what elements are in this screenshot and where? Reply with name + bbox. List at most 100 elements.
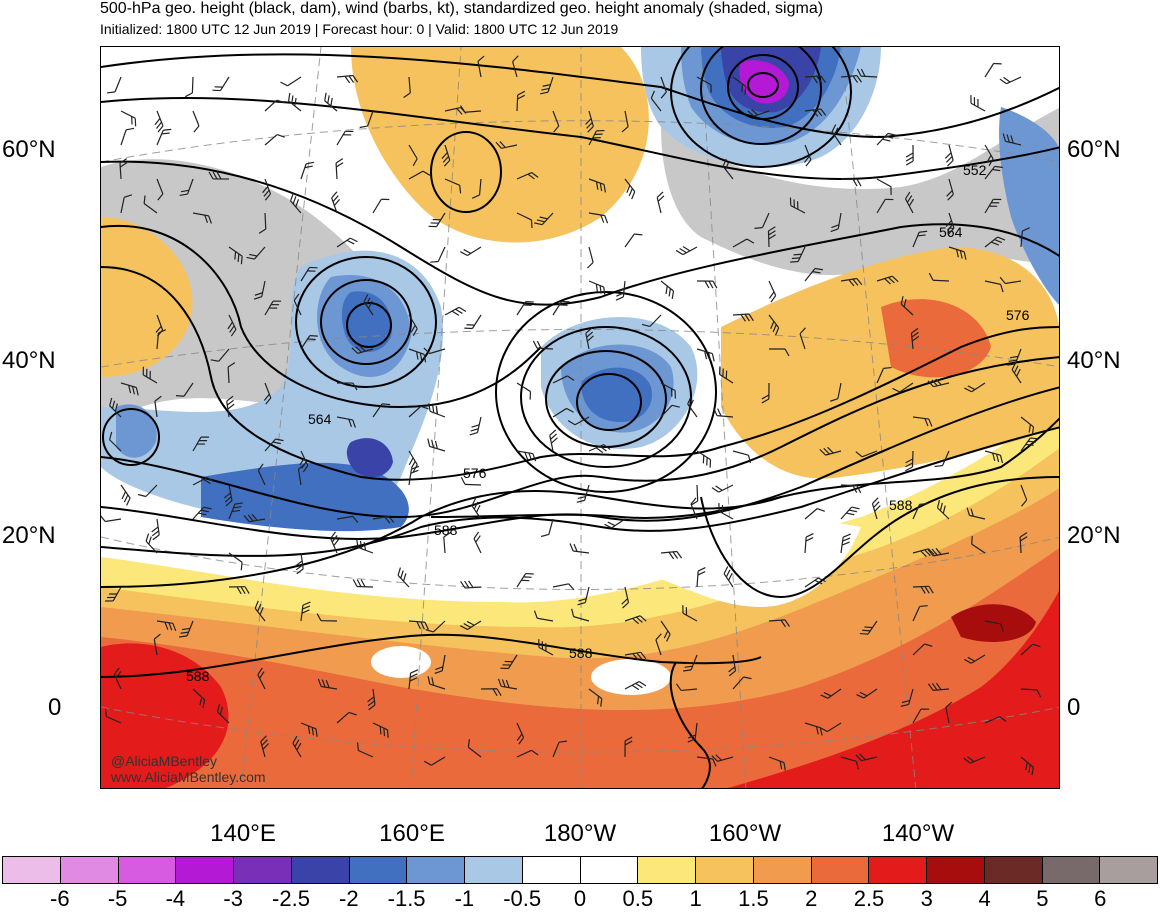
wind-barb bbox=[423, 347, 446, 355]
wind-barb bbox=[516, 749, 539, 758]
wind-barb bbox=[1007, 348, 1022, 366]
wind-barb bbox=[655, 633, 662, 656]
lon-label-140e: 140°E bbox=[210, 820, 276, 847]
wind-barb bbox=[696, 280, 718, 289]
wind-barb bbox=[264, 438, 284, 452]
wind-barb bbox=[473, 531, 482, 554]
colorbar-tick-label: -1 bbox=[454, 886, 475, 911]
wind-barb bbox=[1019, 532, 1028, 554]
wind-barb bbox=[469, 416, 482, 436]
wind-barb bbox=[324, 92, 338, 112]
wind-barb bbox=[588, 280, 606, 296]
wind-barb bbox=[876, 198, 894, 214]
wind-barb bbox=[549, 429, 558, 452]
wind-barb bbox=[408, 170, 431, 180]
wind-barb bbox=[840, 756, 859, 770]
colorbar-tick-label: -6 bbox=[50, 886, 70, 911]
lat-label-eq-left: 0 bbox=[48, 694, 62, 721]
wind-barb bbox=[754, 212, 770, 229]
colorbar-cell bbox=[927, 857, 985, 883]
wind-barb bbox=[768, 348, 790, 357]
anomaly-pos-2.5-west-pacific bbox=[101, 643, 229, 788]
contour-label-588-east: 588 bbox=[889, 497, 913, 513]
wind-barb bbox=[690, 497, 698, 520]
wind-barb bbox=[660, 620, 671, 642]
wind-barb bbox=[641, 314, 662, 328]
wind-barb bbox=[317, 678, 338, 690]
wind-barb bbox=[576, 484, 590, 503]
wind-barb bbox=[262, 178, 272, 201]
wind-barb bbox=[830, 212, 842, 233]
wind-barb bbox=[984, 236, 1006, 248]
wind-barb bbox=[1020, 437, 1039, 452]
contour-label-588-central: 588 bbox=[434, 522, 458, 538]
wind-barb bbox=[212, 76, 230, 92]
wind-barb bbox=[210, 348, 230, 362]
wind-barb bbox=[151, 518, 160, 541]
wind-barb bbox=[588, 129, 605, 146]
wind-barb bbox=[534, 212, 554, 226]
contour-label-group: 552 564 576 564 576 588 588 588 588 bbox=[186, 162, 1030, 684]
colorbar-cell bbox=[349, 857, 408, 883]
colorbar-tick-label: -1.5 bbox=[387, 886, 426, 911]
wind-barb bbox=[372, 722, 389, 738]
wind-barb bbox=[876, 275, 899, 285]
anomaly-gray-alaska bbox=[661, 108, 1059, 276]
colorbar-cell bbox=[696, 857, 754, 883]
wind-barb bbox=[1002, 133, 1022, 146]
wind-barb bbox=[944, 144, 954, 167]
wind-barb bbox=[675, 683, 698, 692]
lat-label-eq-right: 0 bbox=[1067, 694, 1081, 721]
wind-barb bbox=[732, 238, 755, 248]
wind-barb bbox=[113, 667, 122, 690]
wind-barb bbox=[156, 620, 177, 632]
wind-barb bbox=[912, 230, 928, 248]
colorbar-cell bbox=[118, 857, 177, 883]
wind-barb bbox=[856, 68, 878, 78]
wind-barb bbox=[971, 536, 986, 554]
wind-barb bbox=[624, 651, 647, 661]
wind-barb bbox=[588, 688, 603, 707]
wind-barb bbox=[372, 515, 395, 524]
wind-barb bbox=[184, 76, 194, 98]
wind-barb bbox=[820, 722, 842, 733]
wind-barb bbox=[910, 327, 920, 350]
wind-barb bbox=[1020, 416, 1035, 435]
wind-barb bbox=[460, 105, 482, 113]
colorbar-cell bbox=[3, 857, 61, 883]
wind-barb bbox=[928, 272, 950, 282]
colorbar-tick-label: 2.5 bbox=[853, 886, 885, 911]
wind-barb bbox=[228, 246, 243, 265]
wind-barb bbox=[120, 127, 135, 146]
wind-barb bbox=[467, 739, 482, 758]
wind-barb bbox=[257, 463, 266, 486]
wind-barb bbox=[430, 246, 446, 263]
wind-barb bbox=[300, 722, 318, 737]
wind-barb bbox=[690, 484, 699, 506]
wind-barb bbox=[984, 62, 1002, 78]
wind-barb bbox=[803, 144, 812, 167]
wind-barb bbox=[718, 366, 734, 384]
map-subtitle: Initialized: 1800 UTC 12 Jun 2019 | Fore… bbox=[100, 21, 619, 37]
wind-barb bbox=[223, 484, 233, 507]
wind-barb bbox=[516, 450, 537, 462]
wind-barb bbox=[804, 267, 824, 282]
wind-barb bbox=[840, 484, 862, 494]
wind-barb bbox=[516, 212, 533, 228]
wind-barb bbox=[460, 476, 482, 486]
wind-barb bbox=[295, 552, 304, 575]
wind-barb bbox=[352, 579, 374, 588]
wind-barb bbox=[984, 716, 1007, 724]
wind-barb bbox=[441, 144, 451, 167]
wind-barb bbox=[280, 76, 302, 87]
wind-barb bbox=[367, 688, 376, 711]
wind-barb bbox=[660, 550, 683, 560]
lat-label-40n-right: 40°N bbox=[1067, 347, 1121, 374]
wind-barb bbox=[820, 688, 842, 699]
anomaly-pos-gulf-alaska bbox=[721, 247, 1059, 479]
wind-barb bbox=[460, 620, 482, 631]
wind-barb bbox=[799, 327, 806, 350]
wind-barb bbox=[516, 90, 526, 112]
colorbar-tick-label: 1.5 bbox=[738, 886, 769, 911]
wind-barb bbox=[226, 395, 235, 418]
